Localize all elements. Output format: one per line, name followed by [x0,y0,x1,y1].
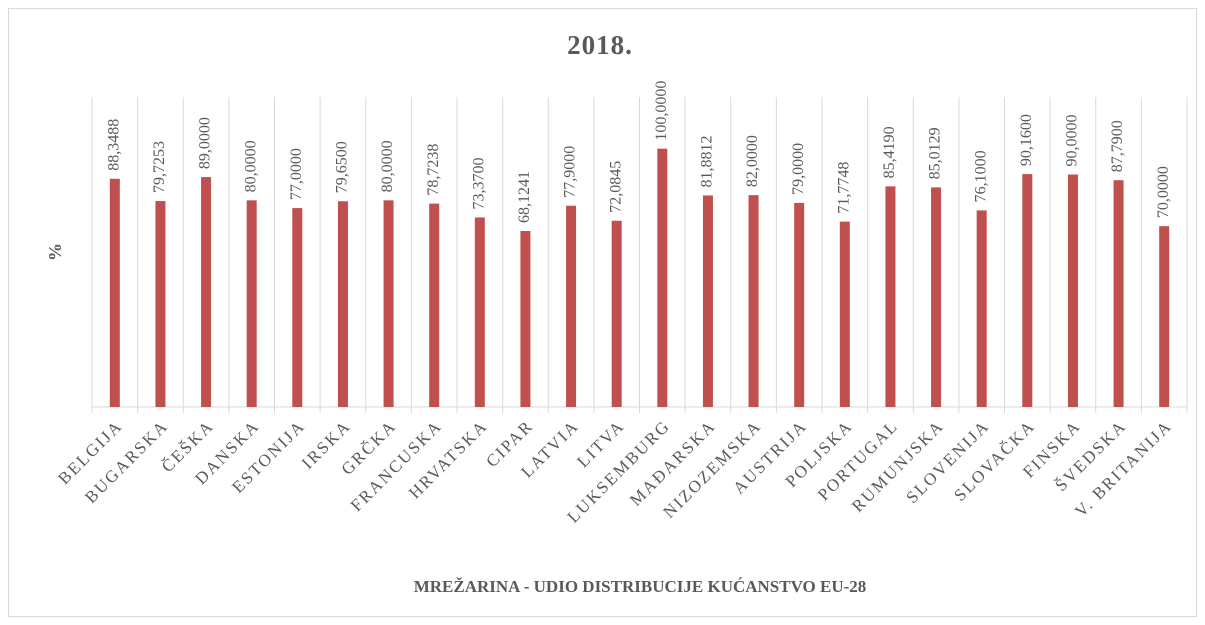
bar [1113,180,1124,407]
value-label: 70,0000 [1155,166,1172,218]
value-label: 71,7748 [835,162,852,214]
bar [337,201,348,407]
value-label: 77,9000 [562,146,579,198]
value-label: 76,1000 [972,150,989,202]
value-label: 68,1241 [516,171,533,223]
x-axis-title: MREŽARINA - UDIO DISTRIBUCIJE KUĆANSTVO … [414,577,867,596]
value-label: 90,0000 [1064,115,1081,167]
bar [748,195,759,407]
value-label: 79,7253 [151,141,168,193]
bar [657,148,668,407]
value-label: 73,3700 [470,157,487,209]
bar [383,200,394,407]
chart-title: 2018. [567,30,633,60]
bar [109,178,120,407]
chart-frame [8,8,1197,617]
bar [794,202,805,407]
value-label: 79,0000 [790,143,807,195]
value-label: 88,3488 [105,119,122,171]
bar [201,177,212,407]
bar [931,187,942,407]
value-label: 100,0000 [653,81,670,141]
value-label: 85,4190 [881,126,898,178]
y-axis-title: % [45,243,65,261]
value-label: 77,0000 [288,148,305,200]
value-label: 78,7238 [425,144,442,196]
value-label: 85,0129 [927,127,944,179]
bar [885,186,896,407]
bar [611,220,622,407]
bar [839,221,850,407]
bar [429,203,440,407]
value-label: 82,0000 [744,135,761,187]
bar [474,217,485,407]
bar [246,200,257,407]
value-label: 87,7900 [1109,120,1126,172]
bar [566,205,577,407]
bar [976,210,987,407]
value-label: 80,0000 [242,140,259,192]
value-label: 80,0000 [379,140,396,192]
value-label: 72,0845 [607,161,624,213]
bar [292,208,303,407]
value-label: 79,6500 [334,141,351,193]
value-label: 81,8812 [699,135,716,187]
bar [520,231,531,407]
bar [1067,174,1078,407]
bar [702,195,713,407]
bar [1022,174,1033,407]
bar [1159,226,1170,407]
value-label: 90,1600 [1018,114,1035,166]
bar [155,201,166,407]
value-label: 89,0000 [197,117,214,169]
